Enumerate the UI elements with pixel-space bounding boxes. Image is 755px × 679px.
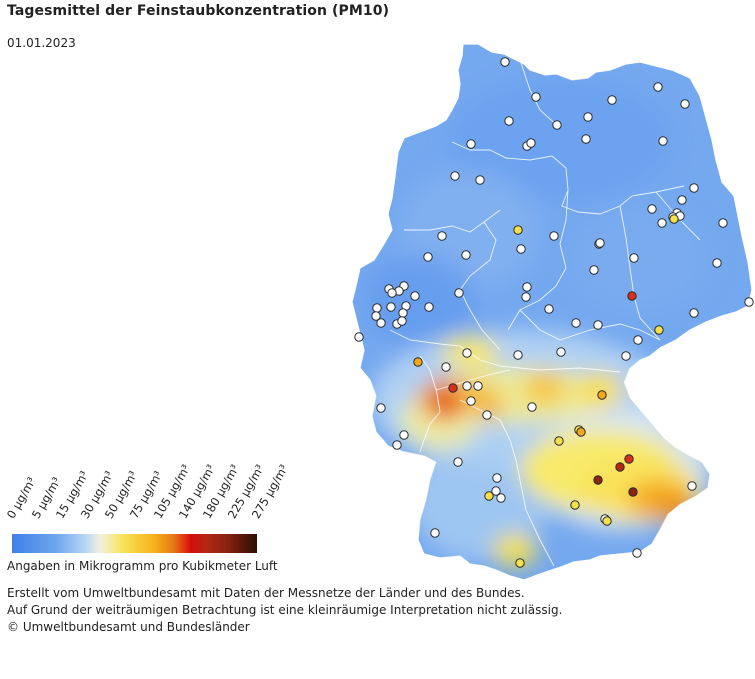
station-marker[interactable] bbox=[689, 183, 699, 193]
station-marker[interactable] bbox=[466, 396, 476, 406]
station-marker[interactable] bbox=[624, 454, 634, 464]
station-marker[interactable] bbox=[554, 436, 564, 446]
station-marker[interactable] bbox=[430, 528, 440, 538]
station-marker[interactable] bbox=[462, 381, 472, 391]
color-legend: 0 µg/m³ 5 µg/m³ 15 µg/m³ 30 µg/m³ 50 µg/… bbox=[4, 455, 291, 555]
station-marker[interactable] bbox=[654, 325, 664, 335]
station-marker[interactable] bbox=[450, 171, 460, 181]
station-marker[interactable] bbox=[647, 204, 657, 214]
station-marker[interactable] bbox=[448, 383, 458, 393]
station-marker[interactable] bbox=[354, 332, 364, 342]
station-marker[interactable] bbox=[386, 302, 396, 312]
station-marker[interactable] bbox=[570, 500, 580, 510]
station-marker[interactable] bbox=[372, 303, 382, 313]
station-marker[interactable] bbox=[399, 430, 409, 440]
copyright-line: © Umweltbundesamt und Bundesländer bbox=[7, 620, 250, 634]
station-marker[interactable] bbox=[410, 291, 420, 301]
station-marker[interactable] bbox=[371, 311, 381, 321]
station-marker[interactable] bbox=[657, 218, 667, 228]
station-marker[interactable] bbox=[453, 457, 463, 467]
station-marker[interactable] bbox=[437, 231, 447, 241]
station-marker[interactable] bbox=[531, 92, 541, 102]
station-marker[interactable] bbox=[744, 297, 754, 307]
station-marker[interactable] bbox=[583, 112, 593, 122]
station-marker[interactable] bbox=[398, 308, 408, 318]
station-marker[interactable] bbox=[669, 214, 679, 224]
station-marker[interactable] bbox=[633, 335, 643, 345]
station-marker[interactable] bbox=[492, 473, 502, 483]
station-marker[interactable] bbox=[392, 440, 402, 450]
legend-colorbar bbox=[12, 534, 257, 553]
station-marker[interactable] bbox=[475, 175, 485, 185]
station-marker[interactable] bbox=[632, 548, 642, 558]
station-marker[interactable] bbox=[677, 195, 687, 205]
station-marker[interactable] bbox=[462, 348, 472, 358]
station-marker[interactable] bbox=[593, 320, 603, 330]
station-marker[interactable] bbox=[718, 218, 728, 228]
station-marker[interactable] bbox=[526, 138, 536, 148]
station-marker[interactable] bbox=[516, 244, 526, 254]
station-marker[interactable] bbox=[454, 288, 464, 298]
station-marker[interactable] bbox=[549, 231, 559, 241]
station-marker[interactable] bbox=[387, 288, 397, 298]
station-marker[interactable] bbox=[513, 225, 523, 235]
station-marker[interactable] bbox=[522, 282, 532, 292]
station-marker[interactable] bbox=[628, 487, 638, 497]
station-marker[interactable] bbox=[484, 491, 494, 501]
station-marker[interactable] bbox=[413, 357, 423, 367]
measurement-stations bbox=[354, 57, 754, 568]
station-marker[interactable] bbox=[527, 402, 537, 412]
station-marker[interactable] bbox=[589, 265, 599, 275]
station-marker[interactable] bbox=[602, 516, 612, 526]
station-marker[interactable] bbox=[680, 99, 690, 109]
station-marker[interactable] bbox=[615, 462, 625, 472]
station-marker[interactable] bbox=[544, 304, 554, 314]
station-marker[interactable] bbox=[597, 390, 607, 400]
station-marker[interactable] bbox=[424, 302, 434, 312]
station-marker[interactable] bbox=[571, 318, 581, 328]
station-marker[interactable] bbox=[515, 558, 525, 568]
footer-line: Auf Grund der weiträumigen Betrachtung i… bbox=[7, 603, 563, 617]
station-marker[interactable] bbox=[687, 481, 697, 491]
station-marker[interactable] bbox=[513, 350, 523, 360]
station-marker[interactable] bbox=[423, 252, 433, 262]
station-marker[interactable] bbox=[504, 116, 514, 126]
station-marker[interactable] bbox=[500, 57, 510, 67]
station-marker[interactable] bbox=[491, 486, 501, 496]
station-marker[interactable] bbox=[653, 82, 663, 92]
station-marker[interactable] bbox=[397, 316, 407, 326]
map-date: 01.01.2023 bbox=[7, 36, 76, 50]
footer-notes: Erstellt vom Umweltbundesamt mit Daten d… bbox=[7, 585, 562, 636]
station-marker[interactable] bbox=[441, 362, 451, 372]
station-marker[interactable] bbox=[496, 493, 506, 503]
station-marker[interactable] bbox=[658, 136, 668, 146]
station-marker[interactable] bbox=[607, 95, 617, 105]
station-marker[interactable] bbox=[552, 120, 562, 130]
legend-caption: Angaben in Mikrogramm pro Kubikmeter Luf… bbox=[7, 559, 278, 573]
station-marker[interactable] bbox=[629, 253, 639, 263]
station-marker[interactable] bbox=[376, 403, 386, 413]
station-marker[interactable] bbox=[689, 308, 699, 318]
station-marker[interactable] bbox=[482, 410, 492, 420]
station-marker[interactable] bbox=[581, 134, 591, 144]
station-marker[interactable] bbox=[521, 292, 531, 302]
station-marker[interactable] bbox=[595, 238, 605, 248]
station-marker[interactable] bbox=[621, 351, 631, 361]
station-marker[interactable] bbox=[712, 258, 722, 268]
footer-line: Erstellt vom Umweltbundesamt mit Daten d… bbox=[7, 586, 525, 600]
station-marker[interactable] bbox=[473, 381, 483, 391]
station-marker[interactable] bbox=[466, 139, 476, 149]
station-marker[interactable] bbox=[461, 250, 471, 260]
station-marker[interactable] bbox=[556, 347, 566, 357]
station-marker[interactable] bbox=[593, 475, 603, 485]
station-marker[interactable] bbox=[627, 291, 637, 301]
station-marker[interactable] bbox=[576, 427, 586, 437]
page-title: Tagesmittel der Feinstaubkonzentration (… bbox=[7, 3, 390, 19]
station-marker[interactable] bbox=[376, 318, 386, 328]
